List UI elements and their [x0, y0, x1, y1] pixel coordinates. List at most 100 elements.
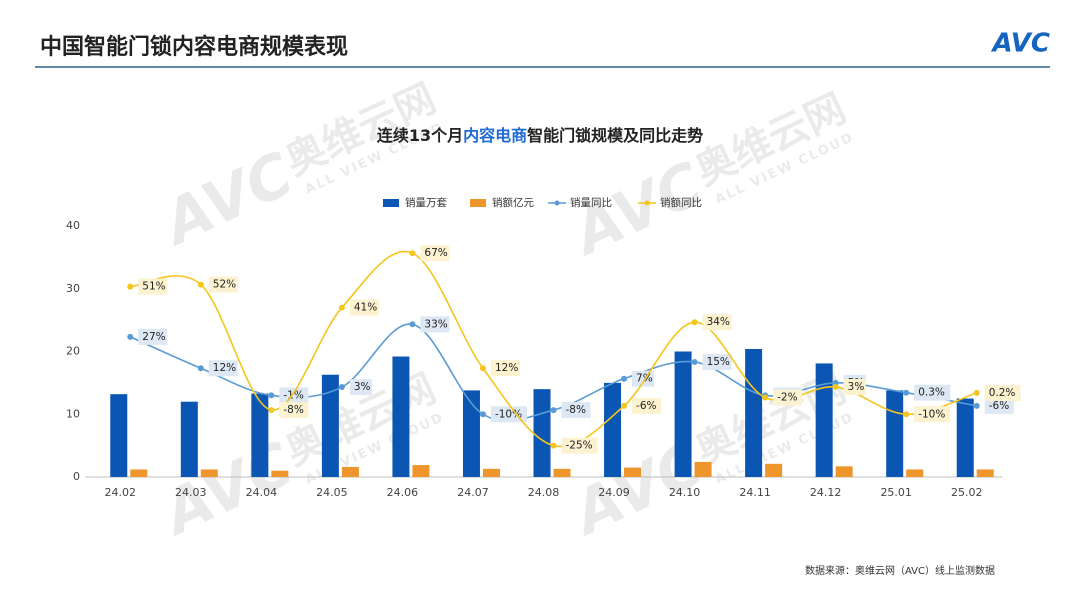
label-box [632, 397, 662, 414]
y-tick-label: 10 [66, 407, 80, 420]
data-label: -8% [283, 404, 303, 416]
bar [110, 394, 128, 477]
slide-title: 中国智能门锁内容电商规模表现 [40, 34, 348, 60]
line-point [973, 389, 980, 396]
legend-swatch [554, 200, 560, 206]
line-point [268, 392, 275, 399]
legend-swatch [383, 199, 399, 207]
bar [462, 390, 480, 477]
legend-label: 销额亿元 [492, 196, 534, 209]
data-label: 0.3% [918, 387, 945, 399]
line-point [903, 389, 910, 396]
bar [553, 468, 571, 477]
bar [341, 466, 359, 477]
bar [392, 356, 410, 477]
x-tick-label: 24.11 [739, 486, 771, 499]
line-point [197, 281, 204, 288]
x-tick-label: 24.02 [105, 486, 137, 499]
data-label: -2% [777, 392, 797, 404]
line-point [127, 283, 134, 290]
label-box [349, 299, 379, 316]
data-label: 41% [354, 302, 377, 314]
bar [745, 348, 763, 477]
line-point [621, 402, 628, 409]
x-tick-label: 24.08 [528, 486, 560, 499]
line-point [479, 411, 486, 418]
line-point [338, 384, 345, 391]
bar [976, 469, 994, 477]
label-box [279, 402, 309, 419]
data-label: -8% [566, 404, 586, 416]
label-box [420, 245, 450, 262]
label-box [773, 389, 803, 406]
x-tick-label: 24.12 [810, 486, 842, 499]
title-part: 智能门锁规模及同比走势 [527, 126, 703, 145]
bar [906, 469, 924, 477]
x-tick-label: 24.09 [598, 486, 630, 499]
label-box [490, 406, 527, 423]
line-point [832, 379, 839, 386]
data-label: 67% [424, 247, 447, 259]
label-box [420, 316, 450, 333]
data-label: 15% [707, 356, 730, 368]
label-box [561, 437, 598, 454]
data-label: -6% [989, 400, 1009, 412]
x-tick-label: 24.03 [175, 486, 207, 499]
line-point [691, 358, 698, 365]
label-box [138, 278, 168, 295]
bar [200, 469, 218, 477]
bar [130, 469, 148, 477]
line [130, 250, 977, 448]
data-label: 34% [707, 316, 730, 328]
data-label: -6% [636, 400, 656, 412]
data-label: 0.2% [989, 387, 1016, 399]
source: 数据来源：奥维云网（AVC）线上监测数据 [805, 564, 995, 577]
data-label: 27% [142, 331, 165, 343]
label-box [914, 406, 951, 423]
data-label: 12% [213, 362, 236, 374]
plot: 0 10 20 30 40 24.02 24.03 24.04 24.05 24.06 24.07 2… [66, 196, 1021, 499]
data-label: 52% [213, 279, 236, 291]
x-tick-label: 24.04 [246, 486, 278, 499]
line-point [621, 375, 628, 382]
label-box [561, 402, 591, 419]
y-tick-label: 40 [66, 219, 80, 232]
line-point [197, 365, 204, 372]
y-tick-label: 30 [66, 282, 80, 295]
bar [412, 465, 430, 477]
line-point [832, 384, 839, 391]
line-point [409, 250, 416, 257]
line-point [973, 402, 980, 409]
legend-swatch [644, 200, 650, 206]
label-box [490, 360, 520, 377]
x-tick-label: 24.07 [457, 486, 489, 499]
label-box [984, 397, 1014, 414]
label-box [702, 353, 732, 370]
data-label: 33% [424, 318, 447, 330]
bar [321, 374, 339, 477]
line-point [127, 333, 134, 340]
line-point [762, 394, 769, 401]
label-box [349, 379, 372, 396]
label-box [984, 384, 1021, 401]
y-tick-label: 0 [73, 470, 80, 483]
label-box [279, 387, 309, 404]
bar [815, 363, 833, 477]
data-label: 3% [354, 381, 371, 393]
bar [694, 461, 712, 477]
data-label: 12% [495, 362, 518, 374]
data-label: 51% [142, 281, 165, 293]
bar [533, 389, 551, 477]
x-tick-label: 24.05 [316, 486, 348, 499]
bar [956, 398, 974, 477]
line-point [479, 365, 486, 372]
bar [251, 393, 269, 477]
legend-label: 销量万套 [405, 196, 447, 209]
bar [674, 351, 692, 477]
label-box [914, 384, 951, 401]
data-label: -10% [918, 408, 945, 420]
logo: AVC [990, 29, 1050, 59]
x-tick-label: 24.06 [387, 486, 419, 499]
